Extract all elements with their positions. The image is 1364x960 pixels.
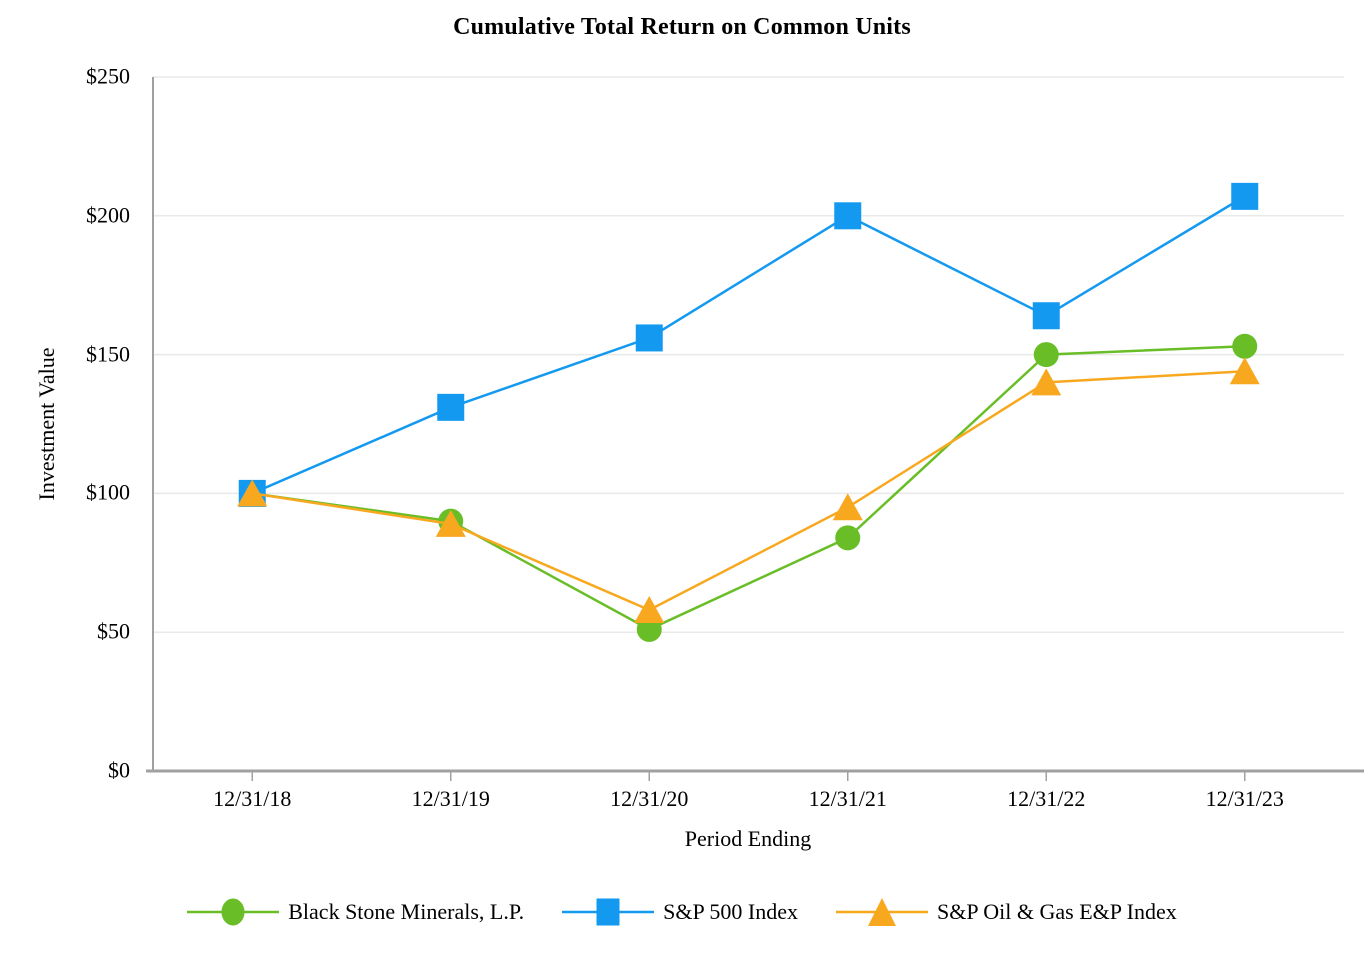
y-tick-label: $250 [86, 63, 130, 89]
y-tick-label: $150 [86, 341, 130, 367]
series-line-1 [251, 195, 1246, 495]
legend-label: Black Stone Minerals, L.P. [288, 899, 525, 924]
series-line-2 [252, 370, 1245, 612]
y-tick-label: $200 [86, 202, 130, 228]
data-point-marker [835, 525, 861, 551]
y-tick-label: $50 [97, 618, 130, 644]
y-tick-label: $0 [108, 757, 130, 783]
chart-title: Cumulative Total Return on Common Units [453, 14, 911, 40]
triangle-legend-marker-icon [835, 898, 928, 926]
data-point-marker [237, 479, 268, 507]
legend-label: S&P 500 Index [663, 899, 798, 924]
data-point-marker [1032, 302, 1060, 330]
data-point-marker [636, 616, 662, 642]
x-tick-label: 12/31/18 [213, 786, 292, 811]
data-point-marker [834, 202, 862, 230]
data-point-marker [832, 493, 863, 521]
y-axis-title: Investment Value [34, 347, 59, 501]
legend-item: S&P Oil & Gas E&P Index [835, 894, 1177, 930]
legend-item: S&P 500 Index [562, 894, 798, 930]
series-line-0 [252, 345, 1245, 631]
square-legend-marker-icon [562, 898, 655, 926]
data-point-marker [635, 324, 663, 352]
y-tick-label: $100 [86, 479, 130, 505]
data-point-marker [437, 393, 465, 421]
data-point-marker [1229, 357, 1260, 385]
data-point-marker [435, 509, 466, 537]
x-tick-label: 12/31/21 [808, 786, 887, 811]
x-axis-title: Period Ending [684, 826, 812, 851]
data-point-marker [1031, 368, 1062, 396]
legend-item: Black Stone Minerals, L.P. [187, 894, 524, 930]
x-tick-label: 12/31/22 [1007, 786, 1086, 811]
legend-label: S&P Oil & Gas E&P Index [936, 899, 1177, 924]
circle-legend-marker-icon [187, 898, 280, 926]
data-point-marker [1231, 182, 1259, 210]
data-point-marker [1232, 333, 1258, 359]
legend: Black Stone Minerals, L.P. S&P 500 Index S… [0, 894, 1364, 930]
x-tick-label: 12/31/23 [1205, 786, 1284, 811]
data-point-marker [634, 595, 665, 623]
x-tick-label: 12/31/19 [411, 786, 490, 811]
x-tick-label: 12/31/20 [610, 786, 689, 811]
data-point-marker [1033, 342, 1059, 368]
